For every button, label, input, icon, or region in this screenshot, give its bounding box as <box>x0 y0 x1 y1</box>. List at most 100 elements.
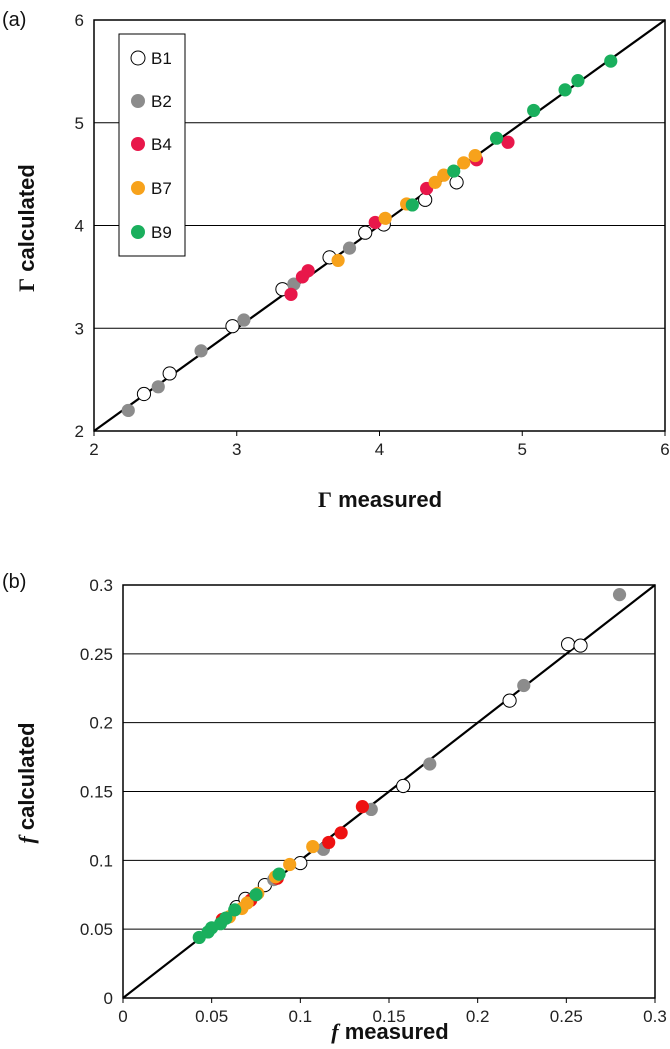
point-b9-0 <box>405 198 419 212</box>
y-tick-label-0.3: 0.3 <box>89 576 113 595</box>
y-tick-label-0.05: 0.05 <box>80 920 113 939</box>
legend-label-b1: B1 <box>151 49 172 68</box>
point-b1-8 <box>449 175 464 190</box>
point-b7-4 <box>437 168 451 182</box>
legend-label-b4: B4 <box>151 135 172 154</box>
y-tick-label-0.2: 0.2 <box>89 714 113 733</box>
legend-marker-b7 <box>131 181 145 195</box>
x-tick-label-0.05: 0.05 <box>195 1007 228 1026</box>
y-tick-label-0.1: 0.1 <box>89 851 113 870</box>
point-b2-5 <box>612 588 627 602</box>
point-b9-6 <box>249 888 263 902</box>
point-b7-2 <box>240 896 254 910</box>
point-b1-4 <box>396 778 411 794</box>
point-b1-1 <box>162 366 177 381</box>
panel-b-y-axis-title: f calculated <box>14 722 39 843</box>
panel-b-x-axis-text: measured <box>339 1019 449 1044</box>
panel-a-label: (a) <box>2 9 26 31</box>
panel-b-x-axis-title: f measured <box>331 1019 448 1044</box>
point-b2-0 <box>121 403 135 418</box>
legend-marker-b4 <box>131 137 145 151</box>
panel-a-plot-frame <box>93 19 666 432</box>
panel-a-legend: B1 B2 B4 B7 B9 <box>118 33 186 257</box>
y-tick-label-2: 2 <box>75 422 84 441</box>
x-tick-label-0.25: 0.25 <box>550 1007 583 1026</box>
point-b1-5 <box>358 225 373 240</box>
legend-box <box>118 33 186 257</box>
point-b1-2 <box>225 319 240 334</box>
panel-a-x-axis-text: measured <box>332 487 442 512</box>
point-b4-3 <box>368 215 382 230</box>
point-b1-0 <box>136 386 152 402</box>
panel-a-y-axis-symbol: Γ <box>14 278 39 292</box>
point-b1-7 <box>418 192 433 207</box>
x-tick-label-6: 6 <box>660 440 669 459</box>
point-b2-3 <box>423 757 437 771</box>
point-b7-5 <box>457 156 471 170</box>
y-tick-label-6: 6 <box>75 11 84 30</box>
point-b1-7 <box>573 638 588 653</box>
legend-label-b7: B7 <box>151 179 172 198</box>
legend-marker-b2 <box>131 94 145 108</box>
point-b4-4 <box>334 826 348 840</box>
panel-a-y-tick-labels: 2 3 4 5 6 <box>75 11 84 441</box>
point-b7-6 <box>306 839 320 854</box>
point-b4-2 <box>301 264 315 278</box>
point-b2-5 <box>342 241 357 255</box>
point-b9-4 <box>558 83 572 97</box>
panel-b-y-axis-symbol: f <box>14 834 39 844</box>
point-b9-4 <box>219 911 233 925</box>
point-b9-5 <box>571 74 585 88</box>
point-b4-3 <box>322 835 336 850</box>
legend-marker-b1 <box>130 50 146 66</box>
y-tick-label-5: 5 <box>75 114 84 133</box>
y-tick-label-4: 4 <box>75 217 84 236</box>
legend-label-b9: B9 <box>151 223 172 242</box>
point-b9-7 <box>272 867 286 881</box>
point-b4-6 <box>501 135 515 149</box>
y-tick-label-0: 0 <box>104 989 113 1008</box>
panel-b-data-points <box>192 588 627 945</box>
point-b9-5 <box>228 903 242 917</box>
point-b7-6 <box>468 149 482 163</box>
point-b4-5 <box>355 800 369 814</box>
point-b7-0 <box>331 253 345 268</box>
legend-label-b2: B2 <box>151 92 172 111</box>
panel-a-x-axis-symbol: Γ <box>318 487 332 512</box>
panel-a-x-axis-title: Γ measured <box>318 487 442 512</box>
point-b2-3 <box>237 313 251 327</box>
x-tick-label-0: 0 <box>118 1007 127 1026</box>
point-b9-6 <box>604 54 618 68</box>
legend-marker-b9 <box>131 225 145 239</box>
point-b9-2 <box>489 131 504 145</box>
y-tick-label-0.25: 0.25 <box>80 645 113 664</box>
panel-a-x-tick-labels: 2 3 4 5 6 <box>89 431 670 459</box>
point-b2-2 <box>194 344 208 358</box>
point-b7-5 <box>283 857 297 872</box>
point-b7-1 <box>378 211 392 225</box>
panel-b-label: (b) <box>2 571 26 593</box>
x-tick-label-0.15: 0.15 <box>372 1007 405 1026</box>
panel-b-y-axis-text: calculated <box>14 722 39 836</box>
point-b2-1 <box>151 380 165 394</box>
x-tick-label-4: 4 <box>375 440 384 459</box>
panel-b-x-axis-symbol: f <box>331 1019 341 1044</box>
x-tick-label-0.2: 0.2 <box>466 1007 490 1026</box>
point-b1-6 <box>561 637 576 652</box>
x-tick-label-5: 5 <box>518 440 527 459</box>
point-b2-4 <box>517 678 531 693</box>
point-b4-0 <box>284 287 298 301</box>
point-b9-1 <box>447 164 461 178</box>
x-tick-label-2: 2 <box>89 440 98 459</box>
y-tick-label-3: 3 <box>75 319 84 338</box>
point-b9-3 <box>527 103 541 118</box>
x-tick-label-0.1: 0.1 <box>289 1007 313 1026</box>
panel-a-y-axis-text: calculated <box>14 164 39 278</box>
panel-a-data-points <box>121 54 618 418</box>
x-tick-label-0.3: 0.3 <box>643 1007 667 1026</box>
panel-b-x-tick-labels: 0 0.05 0.1 0.15 0.2 0.25 0.3 <box>118 998 667 1026</box>
panel-b-y-tick-labels: 0 0.05 0.1 0.15 0.2 0.25 0.3 <box>80 576 113 1008</box>
x-tick-label-3: 3 <box>232 440 241 459</box>
panel-b-plot-frame <box>122 584 656 999</box>
